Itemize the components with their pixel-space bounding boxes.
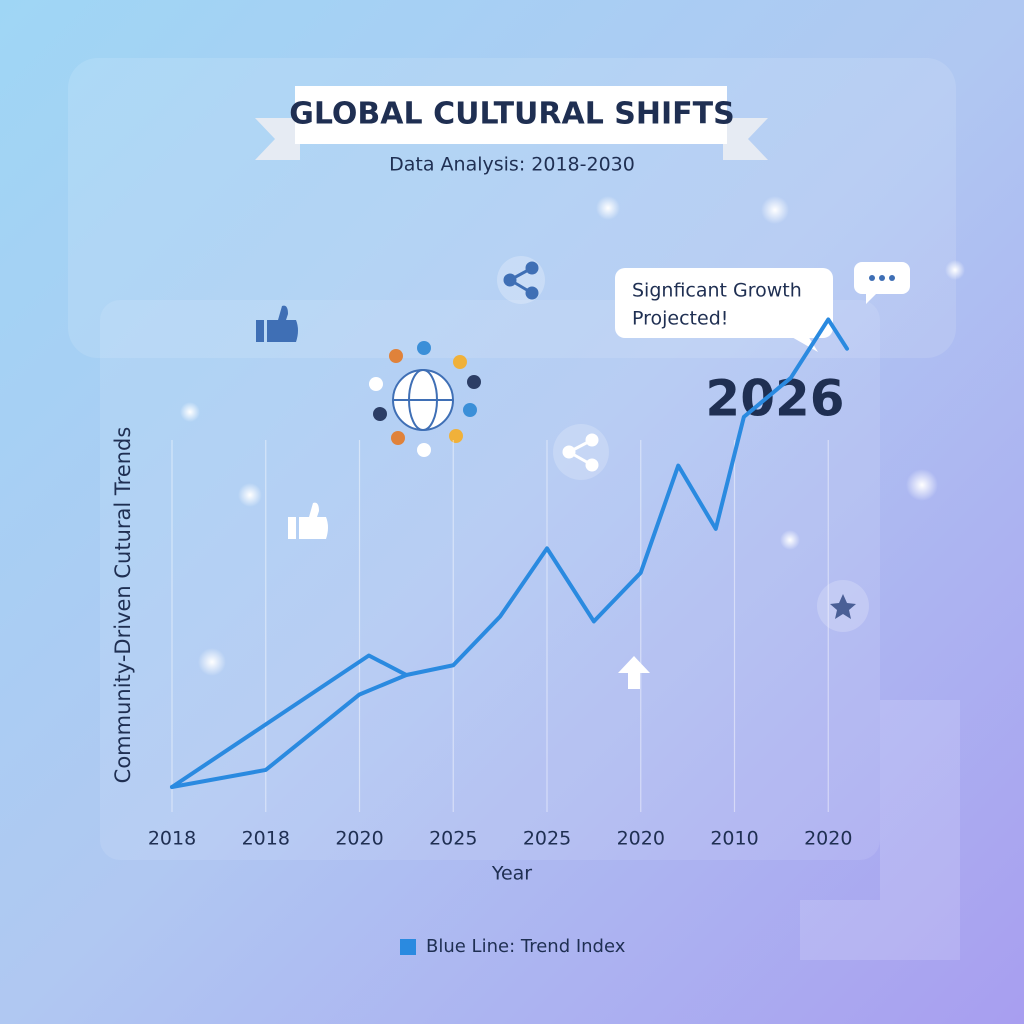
x-tick-label: 2010 <box>710 828 758 850</box>
trend-line <box>170 653 409 789</box>
thumbs-up-icon <box>256 305 298 342</box>
sparkles <box>180 196 965 676</box>
star-icon <box>817 580 869 632</box>
title-ribbon <box>255 86 768 160</box>
decor <box>800 700 960 960</box>
legend: Blue Line: Trend Index <box>400 936 626 957</box>
annotation: Signficant Growth <box>632 280 802 302</box>
share-icon <box>553 424 609 480</box>
legend-label: Blue Line: Trend Index <box>426 936 626 957</box>
x-tick-label: 2020 <box>335 828 383 850</box>
x-tick-label: 2018 <box>242 828 290 850</box>
x-tick-label: 2025 <box>429 828 477 850</box>
chart-subtitle: Data Analysis: 2018-2030 <box>389 154 635 176</box>
thumbs-up-icon <box>288 502 328 539</box>
x-tick-label: 2020 <box>804 828 852 850</box>
x-axis-label: Year <box>491 863 532 885</box>
globe-icon <box>369 341 481 457</box>
trend-line <box>170 317 849 789</box>
chart-title: GLOBAL CULTURAL SHIFTS <box>289 97 735 132</box>
annotation: 2026 <box>705 370 844 428</box>
x-tick-label: 2018 <box>148 828 196 850</box>
x-tick-label: 2020 <box>617 828 665 850</box>
chat-icon <box>854 262 910 304</box>
x-tick-label: 2025 <box>523 828 571 850</box>
panel <box>100 300 880 860</box>
y-axis-label: Community-Driven Cutural Trends <box>111 427 135 784</box>
annotation: Projected! <box>632 308 728 330</box>
plot: 2018 2018 2020 2025 2025 2020 2010 2020 <box>148 317 852 850</box>
share-icon <box>497 256 545 304</box>
arrow-up-icon <box>618 656 650 689</box>
legend-swatch <box>400 939 416 955</box>
